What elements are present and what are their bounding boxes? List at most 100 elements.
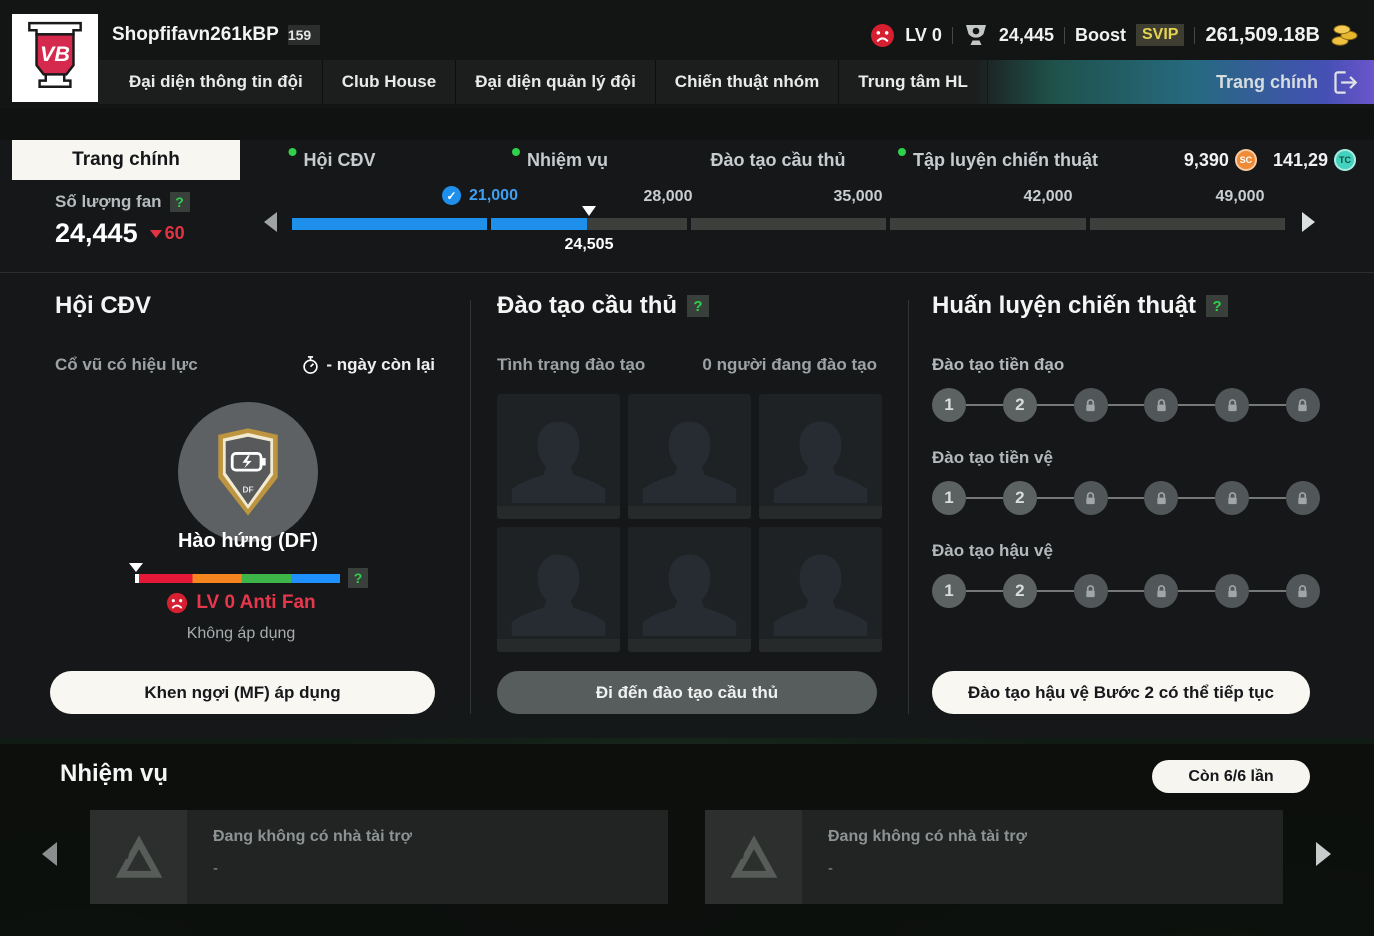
fan-count-label: Số lượng fan ? bbox=[55, 192, 190, 212]
tab-missions[interactable]: Nhiệm vụ bbox=[511, 140, 608, 180]
tab-home-active[interactable]: Trang chính bbox=[12, 140, 240, 180]
praise-apply-button[interactable]: Khen ngợi (MF) áp dụng bbox=[50, 671, 435, 714]
svg-text:VB: VB bbox=[40, 41, 70, 66]
step-2[interactable]: 2 bbox=[1002, 481, 1037, 515]
cheer-active-label: Cổ vũ có hiệu lực bbox=[55, 355, 198, 374]
divider bbox=[951, 26, 953, 44]
nav-item-training-center[interactable]: Trung tâm HL bbox=[839, 60, 988, 104]
sponsor-status: Đang không có nhà tài trợ bbox=[828, 828, 1027, 845]
fanclub-subrow: Cổ vũ có hiệu lực - ngày còn lại bbox=[55, 355, 435, 375]
nav-item-group-tactics[interactable]: Chiến thuật nhóm bbox=[656, 60, 840, 104]
step-locked bbox=[1285, 481, 1320, 515]
step-2[interactable]: 2 bbox=[1002, 388, 1037, 422]
goto-player-training-button[interactable]: Đi đến đào tạo cầu thủ bbox=[497, 671, 877, 714]
fan-progress-bar bbox=[292, 218, 1286, 230]
training-status-label: Tình trạng đào tạo bbox=[497, 355, 646, 374]
sc-currency: 9,390 SC bbox=[1184, 149, 1257, 171]
step-connector bbox=[966, 590, 1003, 592]
fanclub-title: Hội CĐV bbox=[55, 292, 151, 319]
step-connector bbox=[1249, 497, 1286, 499]
step-2[interactable]: 2 bbox=[1002, 574, 1037, 608]
lock-icon bbox=[1086, 584, 1095, 597]
fan-progress-section: Số lượng fan ? 24,445 60 24,505 bbox=[0, 180, 1374, 273]
fan-trophy-icon bbox=[965, 25, 986, 45]
step-locked bbox=[1285, 574, 1320, 608]
lock-icon bbox=[1228, 584, 1237, 597]
help-icon[interactable]: ? bbox=[169, 192, 190, 212]
step-connector bbox=[1178, 404, 1216, 406]
club-crest-icon: VB bbox=[28, 21, 82, 88]
svip-badge[interactable]: SVIP bbox=[1135, 24, 1185, 46]
svg-text:DF: DF bbox=[242, 484, 253, 494]
player-placeholder-card bbox=[759, 394, 882, 519]
slider-left-arrow[interactable] bbox=[264, 212, 277, 232]
fan-level-gradient-bar bbox=[135, 574, 340, 583]
help-icon[interactable]: ? bbox=[348, 568, 368, 588]
username: Shopfifavn261kBP bbox=[112, 24, 279, 45]
help-icon[interactable]: ? bbox=[1206, 295, 1229, 317]
step-connector bbox=[1036, 497, 1074, 499]
home-button[interactable]: Trang chính bbox=[974, 60, 1374, 104]
sponsor-status: Đang không có nhà tài trợ bbox=[213, 828, 412, 845]
notification-dot-icon bbox=[511, 148, 520, 156]
nav-item-club-house[interactable]: Club House bbox=[323, 60, 457, 104]
sponsor-left-arrow[interactable] bbox=[42, 842, 57, 866]
fc-logo-icon bbox=[730, 835, 777, 878]
tab-player-training[interactable]: Đào tạo cầu thủ bbox=[710, 149, 846, 170]
step-locked bbox=[1073, 574, 1108, 608]
player-silhouette-icon bbox=[773, 554, 868, 636]
player-silhouette-icon bbox=[773, 421, 868, 503]
nav-item-team-info[interactable]: Đại diện thông tin đội bbox=[110, 60, 323, 104]
defender-training-continue-button[interactable]: Đào tạo hậu vệ Bước 2 có thể tiếp tục bbox=[932, 671, 1310, 714]
step-locked bbox=[1073, 481, 1108, 515]
step-connector bbox=[1249, 404, 1286, 406]
sponsor-card: Đang không có nhà tài trợ - bbox=[90, 810, 668, 904]
nav-strip: Đại diện thông tin đội Club House Đại di… bbox=[98, 60, 1374, 104]
sponsor-right-arrow[interactable] bbox=[1316, 842, 1331, 866]
sponsor-card: Đang không có nhà tài trợ - bbox=[705, 810, 1283, 904]
training-subrow: Tình trạng đào tạo 0 người đang đào tạo bbox=[497, 355, 877, 375]
player-silhouette-icon bbox=[642, 554, 737, 636]
step-connector bbox=[966, 404, 1003, 406]
tc-coin-icon: TC bbox=[1334, 149, 1356, 171]
help-icon[interactable]: ? bbox=[687, 295, 710, 317]
slider-right-arrow[interactable] bbox=[1302, 212, 1315, 232]
step-locked bbox=[1144, 481, 1179, 515]
step-connector bbox=[1107, 590, 1145, 592]
user-level-badge: 159 bbox=[287, 25, 409, 82]
decrease-triangle-icon bbox=[149, 229, 162, 238]
club-logo[interactable]: VB bbox=[12, 14, 98, 102]
lock-icon bbox=[1157, 584, 1166, 597]
sponsor-value: - bbox=[213, 860, 218, 877]
fan-level-row: LV 0 Anti Fan bbox=[55, 592, 427, 614]
level-marker-icon bbox=[129, 563, 143, 572]
check-icon: ✓ bbox=[442, 186, 462, 205]
step-connector bbox=[1107, 404, 1145, 406]
lock-icon bbox=[1298, 584, 1308, 597]
step-1[interactable]: 1 bbox=[932, 388, 966, 422]
tc-currency: 141,29 TC bbox=[1273, 149, 1356, 171]
tab-tactic-training[interactable]: Tập luyện chiến thuật bbox=[897, 140, 1098, 180]
coins-icon bbox=[1331, 24, 1358, 46]
nav-item-team-management[interactable]: Đại diện quản lý đội bbox=[456, 60, 656, 104]
step-connector bbox=[1107, 497, 1145, 499]
status-row: LV 0 24,445 Boost SVIP 261,509.18B bbox=[870, 22, 1360, 48]
bar-segment bbox=[491, 218, 687, 230]
stopwatch-icon bbox=[303, 356, 319, 374]
step-locked bbox=[1285, 388, 1320, 422]
days-remaining: - ngày còn lại bbox=[302, 355, 435, 375]
step-1[interactable]: 1 bbox=[932, 481, 966, 515]
step-1[interactable]: 1 bbox=[932, 574, 966, 608]
current-position-marker-icon bbox=[582, 206, 596, 216]
exit-arrow-icon bbox=[1334, 70, 1358, 94]
bar-segment bbox=[1089, 218, 1286, 230]
cheer-badge: DF bbox=[178, 402, 318, 542]
tab-fanclub[interactable]: Hội CĐV bbox=[288, 140, 376, 180]
midfielder-training-label: Đào tạo tiền vệ bbox=[932, 448, 1053, 467]
lock-icon bbox=[1228, 398, 1237, 411]
applied-status: Không áp dụng bbox=[186, 625, 296, 642]
player-silhouette-icon bbox=[642, 421, 737, 503]
step-locked bbox=[1144, 574, 1179, 608]
milestone-35000: 35,000 bbox=[833, 188, 883, 205]
current-fan-value: 24,505 bbox=[564, 236, 614, 253]
